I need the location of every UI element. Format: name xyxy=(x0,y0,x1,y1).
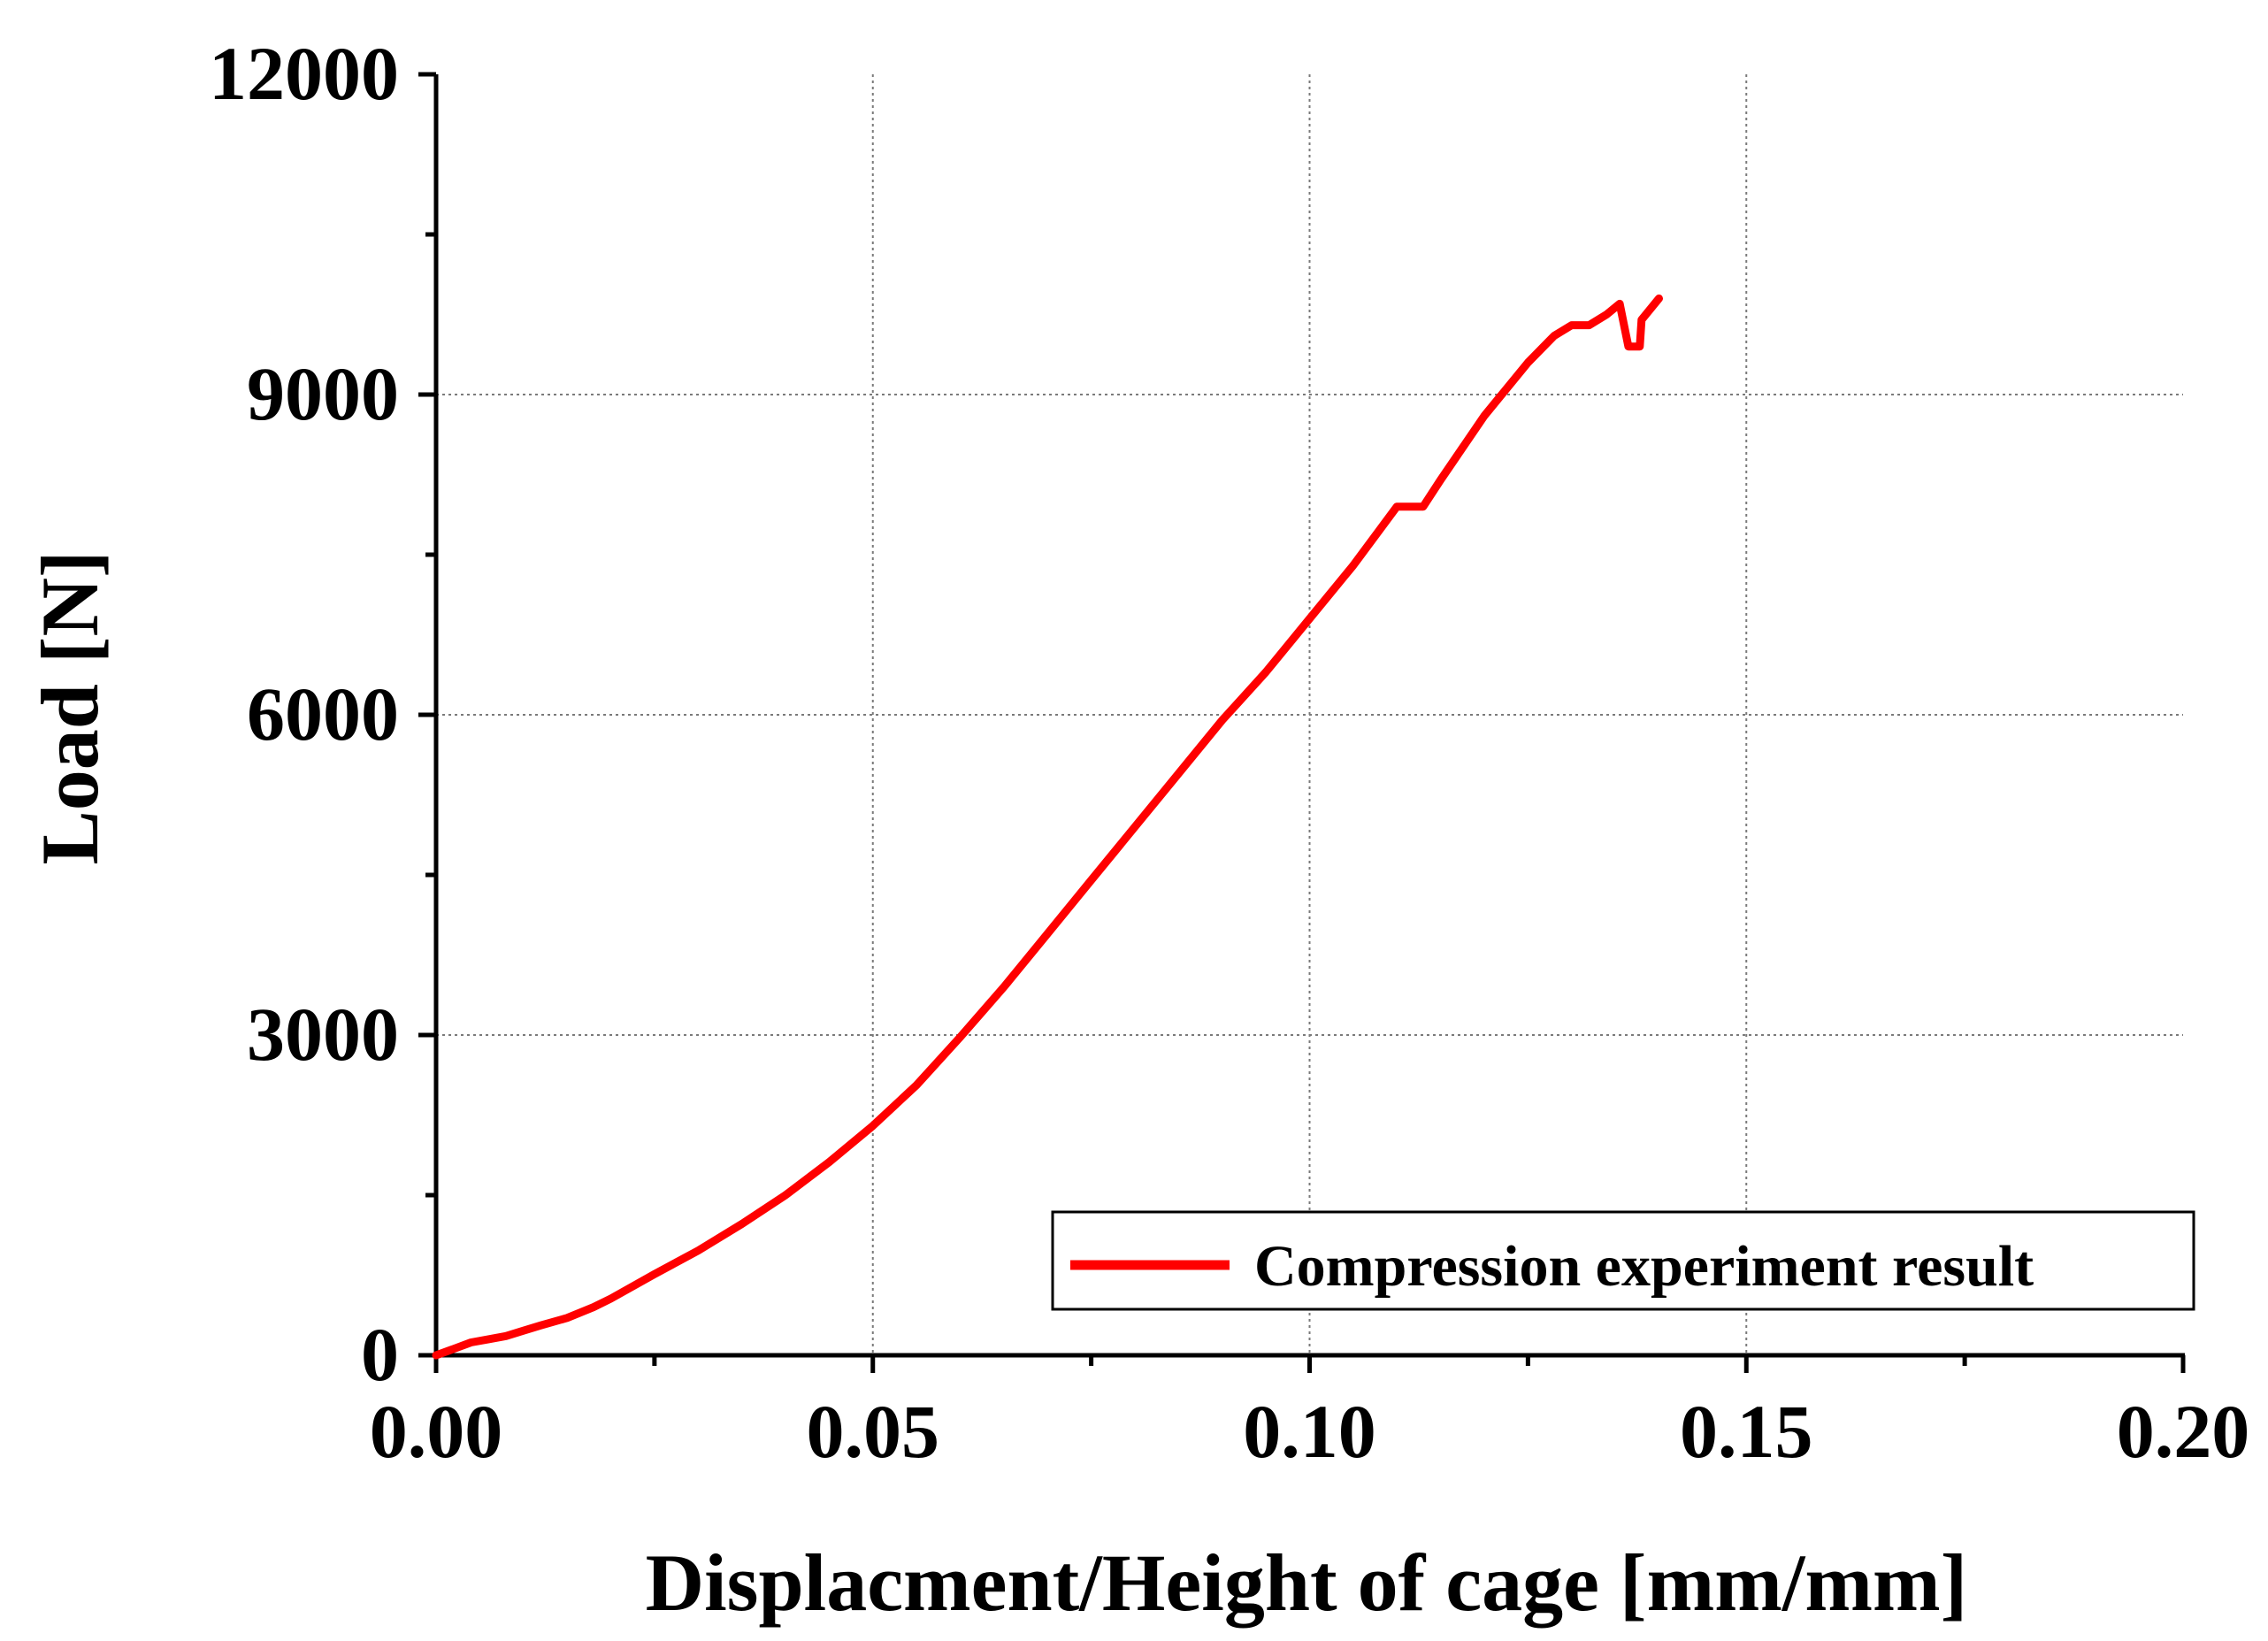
labels: 0.00 0.05 0.10 0.15 0.20 0 3000 6000 9000 12000 xyxy=(209,31,2249,1474)
grid-layer xyxy=(436,74,2183,1355)
x-tick-label: 0.00 xyxy=(370,1389,503,1474)
x-axis-title: Displacment/Height of cage [mm/mm] xyxy=(646,1537,1968,1628)
series-line-compression xyxy=(432,294,1663,1360)
axes xyxy=(418,72,2186,1373)
y-tick-label: 12000 xyxy=(209,31,399,116)
series-layer xyxy=(432,294,1663,1360)
y-axis-title: Load [N] xyxy=(25,550,115,864)
x-tick-label: 0.20 xyxy=(2117,1389,2250,1474)
y-tick-label: 0 xyxy=(361,1312,399,1397)
y-tick-label: 3000 xyxy=(247,992,399,1077)
x-tick-label: 0.10 xyxy=(1243,1389,1376,1474)
legend-box xyxy=(1051,1210,2195,1311)
legend: Compression experiment result xyxy=(1051,1210,2195,1311)
legend-label-compression: Compression experiment result xyxy=(1254,1234,2034,1299)
y-tick-label: 9000 xyxy=(247,351,399,436)
x-tick-label: 0.05 xyxy=(807,1389,940,1474)
x-tick-label: 0.15 xyxy=(1680,1389,1813,1474)
y-tick-label: 6000 xyxy=(247,671,399,756)
